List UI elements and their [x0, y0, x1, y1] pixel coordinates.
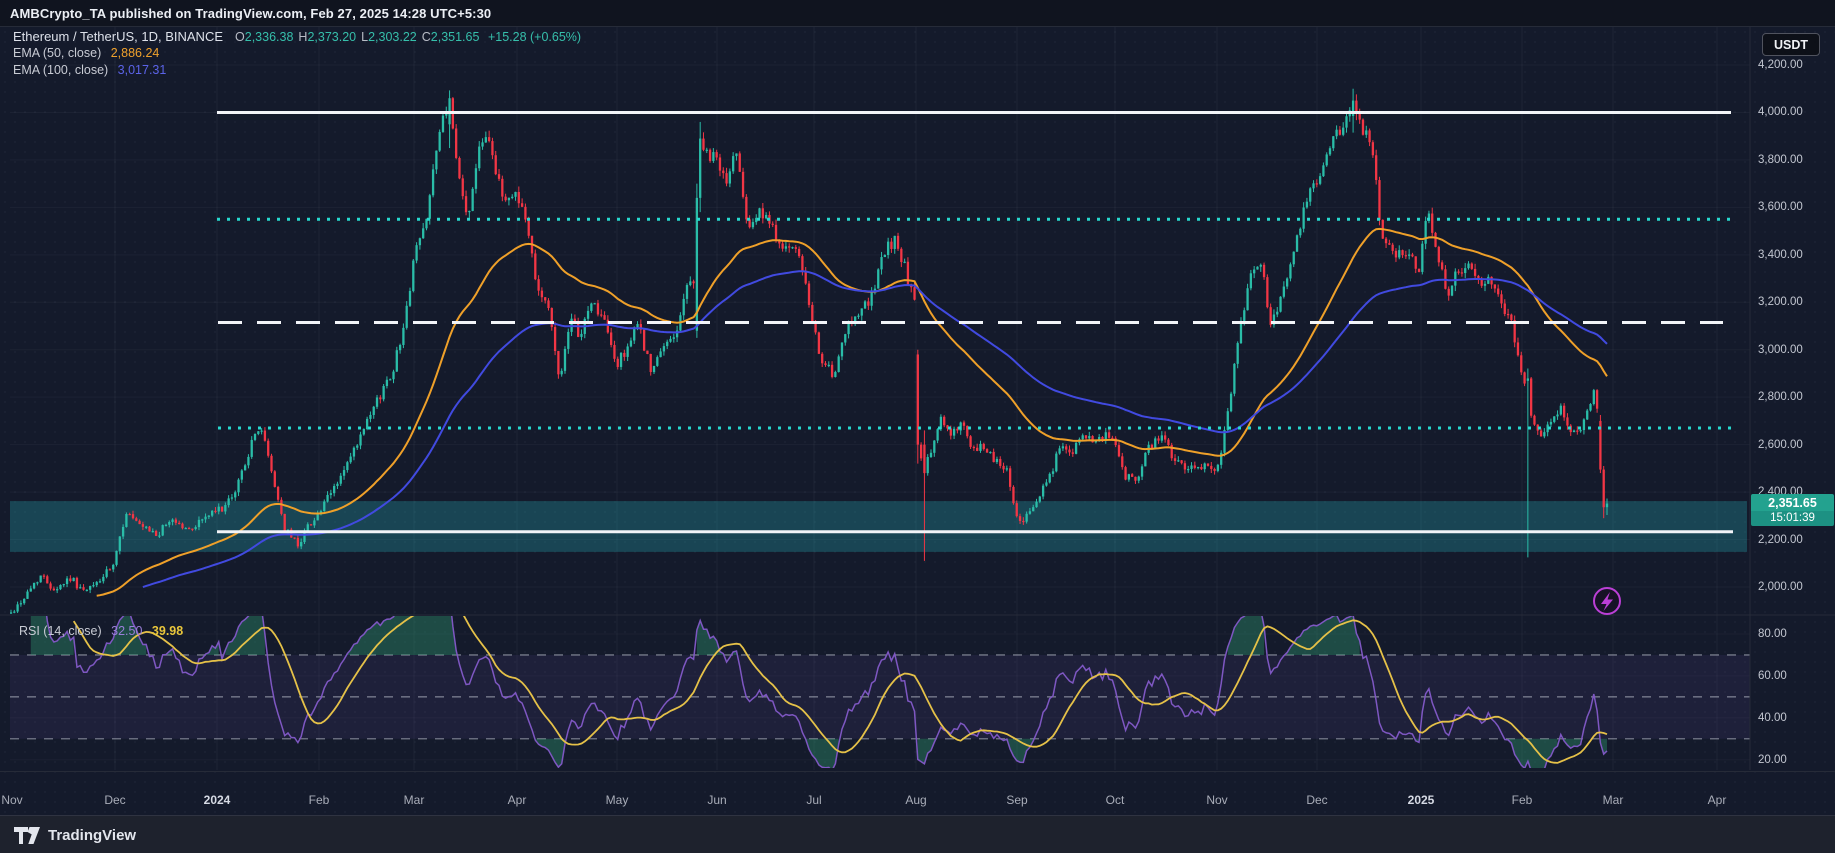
- rsi-band-background: [10, 654, 1750, 739]
- rsi-legend-row[interactable]: RSI (14, close) 32.50 39.98: [19, 624, 189, 638]
- time-axis-tick: Apr: [507, 793, 527, 807]
- time-axis-tick: Oct: [1105, 793, 1125, 807]
- rsi-overbought-fill: [103, 616, 147, 655]
- rsi-overbought-fill: [162, 648, 173, 655]
- price-axis-tick: 2,000.00: [1758, 581, 1803, 593]
- flash-marker-icon[interactable]: [1593, 587, 1621, 615]
- currency-toggle-button[interactable]: USDT: [1762, 33, 1820, 56]
- rsi-overbought-fill: [225, 616, 265, 655]
- price-axis-tick: 2,600.00: [1758, 438, 1803, 451]
- rsi-axis-tick: 60.00: [1758, 669, 1787, 682]
- tradingview-brand-text[interactable]: TradingView: [48, 826, 137, 844]
- gridlines: [10, 27, 1750, 770]
- rsi-oversold-fill: [805, 738, 839, 768]
- last-price-value: 2,351.65: [1751, 494, 1834, 511]
- chart-area[interactable]: Ethereum / TetherUS, 1D, BINANCE O2,336.3…: [0, 27, 1835, 815]
- rsi-oversold-fill: [1504, 738, 1558, 768]
- rsi-axis-tick: 40.00: [1758, 711, 1787, 724]
- price-axis-tick: 3,400.00: [1758, 248, 1803, 261]
- ema50-line: [96, 227, 1608, 597]
- rsi-ma-value: 39.98: [151, 624, 184, 638]
- price-axis-tick: 3,000.00: [1758, 343, 1803, 356]
- time-axis-tick: Feb: [1511, 793, 1533, 807]
- time-axis-tick: 2025: [1407, 793, 1435, 807]
- price-axis-tick: 4,000.00: [1758, 106, 1803, 119]
- rsi-zone-fill: [1600, 738, 1607, 755]
- open-value: 2,336.38: [244, 30, 294, 44]
- rsi-overbought-fill: [347, 616, 457, 655]
- high-value: 2,373.20: [307, 30, 357, 44]
- close-label: C: [421, 30, 431, 44]
- time-axis-tick: Mar: [403, 793, 425, 807]
- demand-zone-rectangle: [10, 501, 1747, 552]
- price-axis[interactable]: 4,200.00 4,000.00 3,800.00 3,600.00 3,400.00…: [1750, 27, 1835, 772]
- time-axis-tick: 2024: [203, 793, 231, 807]
- ema50-value: 2,886.24: [110, 46, 160, 60]
- rsi-axis-tick: 20.00: [1758, 753, 1787, 766]
- ema50-legend-row[interactable]: EMA (50, close) 2,886.24: [13, 45, 581, 62]
- rsi-value: 32.50: [111, 624, 143, 638]
- time-axis-tick: Apr: [1707, 793, 1727, 807]
- time-axis-tick: Feb: [308, 793, 330, 807]
- chart-legend: Ethereum / TetherUS, 1D, BINANCE O2,336.3…: [13, 28, 581, 79]
- price-axis-tick: 2,200.00: [1758, 533, 1803, 546]
- time-axis-tick: Dec: [1306, 793, 1328, 807]
- low-label: L: [361, 30, 369, 44]
- symbol-title[interactable]: Ethereum / TetherUS, 1D, BINANCE: [13, 29, 224, 44]
- price-axis-tick: 3,200.00: [1758, 296, 1803, 309]
- ema100-value: 3,017.31: [117, 63, 167, 77]
- time-axis-tick: Mar: [1602, 793, 1624, 807]
- rsi-overbought-fill: [1287, 616, 1360, 655]
- tradingview-logo-icon[interactable]: [14, 826, 40, 844]
- close-value: 2,351.65: [430, 30, 480, 44]
- price-axis-tick: 2,800.00: [1758, 391, 1803, 404]
- candlestick-series: [10, 88, 1609, 614]
- price-axis-tick: 4,200.00: [1758, 59, 1803, 71]
- rsi-oversold-fill: [917, 738, 935, 764]
- time-axis-tick: Aug: [905, 793, 927, 807]
- rsi-overbought-fill: [205, 641, 219, 655]
- chart-canvas[interactable]: [0, 27, 1835, 815]
- symbol-legend-row[interactable]: Ethereum / TetherUS, 1D, BINANCE O2,336.3…: [13, 28, 581, 45]
- time-axis-tick: Jul: [806, 793, 822, 807]
- rsi-overbought-fill: [696, 620, 724, 655]
- publish-header: AMBCrypto_TA published on TradingView.co…: [0, 0, 1835, 27]
- rsi-axis-tick: 80.00: [1758, 628, 1787, 640]
- rsi-overbought-fill: [30, 616, 74, 655]
- price-axis-tick: 3,600.00: [1758, 201, 1803, 214]
- rsi-label: RSI (14, close): [19, 624, 102, 638]
- low-value: 2,303.22: [368, 30, 417, 44]
- last-price-label[interactable]: 2,351.65 15:01:39: [1751, 494, 1834, 526]
- change-value: +15.28 (+0.65%): [487, 30, 582, 44]
- time-axis-tick: Nov: [1206, 793, 1228, 807]
- time-axis-tick: Dec: [104, 793, 126, 807]
- time-axis-tick: Sep: [1006, 793, 1028, 807]
- time-axis[interactable]: Nov Dec 2024 Feb Mar Apr May Jun Jul Aug Sep Oct Nov…: [0, 771, 1835, 816]
- bar-countdown: 15:01:39: [1751, 511, 1834, 526]
- price-axis-tick: 3,800.00: [1758, 153, 1803, 166]
- rsi-line: [45, 616, 1608, 768]
- footer-bar: TradingView: [0, 815, 1835, 853]
- ema50-label: EMA (50, close): [13, 46, 102, 60]
- ema100-label: EMA (100, close): [13, 63, 109, 77]
- time-axis-tick: Jun: [707, 793, 727, 807]
- time-axis-tick: Nov: [1, 793, 23, 807]
- open-label: O: [235, 30, 245, 44]
- time-axis-tick: May: [605, 793, 629, 807]
- rsi-pane: [30, 616, 1608, 768]
- ema100-legend-row[interactable]: EMA (100, close) 3,017.31: [13, 62, 581, 79]
- rsi-ma-line: [72, 616, 1608, 764]
- ema100-line: [142, 270, 1608, 589]
- publish-text: AMBCrypto_TA published on TradingView.co…: [10, 5, 492, 21]
- high-label: H: [298, 30, 308, 44]
